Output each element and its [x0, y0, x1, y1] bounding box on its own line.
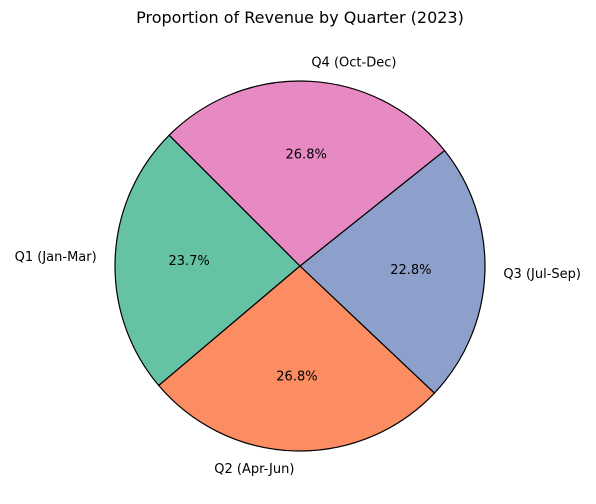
category-labels: Q1 (Jan-Mar) Q2 (Apr-Jun) Q3 (Jul-Sep) Q4 (…	[15, 55, 581, 477]
percent-label-q3-jul-sep: 22.8%	[390, 263, 431, 278]
pie-slice-q4-oct-dec	[168, 80, 446, 267]
percent-labels: 23.7% 26.8% 22.8% 26.8%	[168, 148, 431, 385]
category-label-q3-jul-sep: Q3 (Jul-Sep)	[503, 267, 581, 282]
pie-slice-q1-jan-mar	[114, 134, 301, 387]
percent-label-q1-jan-mar: 23.7%	[168, 254, 209, 269]
pie-slice-q3-jul-sep	[299, 149, 486, 394]
category-label-q2-apr-jun: Q2 (Apr-Jun)	[214, 462, 294, 477]
percent-label-q2-apr-jun: 26.8%	[276, 369, 317, 384]
pie-slices	[114, 80, 486, 452]
percent-label-q4-oct-dec: 26.8%	[286, 148, 327, 163]
category-label-q1-jan-mar: Q1 (Jan-Mar)	[15, 250, 97, 265]
category-label-q4-oct-dec: Q4 (Oct-Dec)	[311, 55, 396, 70]
pie-slice-q2-apr-jun	[158, 265, 436, 452]
chart-title: Proportion of Revenue by Quarter (2023)	[136, 8, 464, 27]
